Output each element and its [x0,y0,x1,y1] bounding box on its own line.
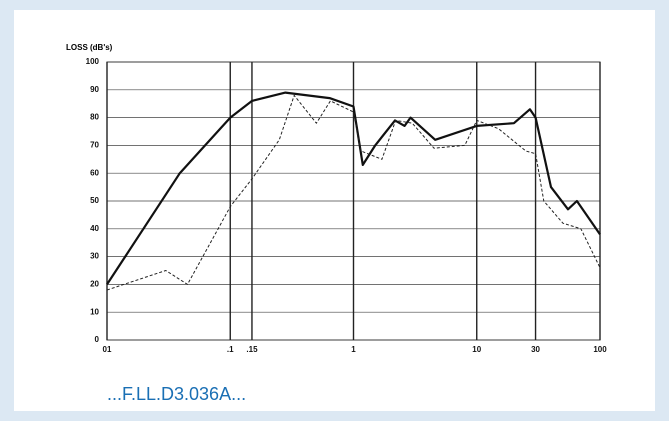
y-tick-label: 20 [90,280,99,289]
x-tick-label: 10 [472,345,481,354]
y-tick-label: 30 [90,252,99,261]
y-tick-label: 10 [90,307,99,316]
x-tick-label: .15 [246,345,258,354]
y-tick-label: 80 [90,113,99,122]
x-tick-label: 30 [531,345,540,354]
y-tick-label: 50 [90,196,99,205]
x-tick-label: 100 [593,345,607,354]
series-line [106,94,601,291]
x-tick-label: 01 [103,345,112,354]
caption: ...F.LL.D3.036A... [107,384,246,404]
y-tick-label: 90 [90,85,99,94]
x-tick-label: 1 [351,345,356,354]
panel [14,10,655,411]
y-tick-label: 60 [90,168,99,177]
y-tick-label: 0 [95,335,100,344]
x-tick-label: .1 [227,345,234,354]
series-line [106,91,601,286]
y-tick-label: 100 [86,57,100,66]
y-tick-label: 70 [90,141,99,150]
y-axis-label: LOSS (dB's) [66,43,113,52]
y-tick-label: 40 [90,224,99,233]
